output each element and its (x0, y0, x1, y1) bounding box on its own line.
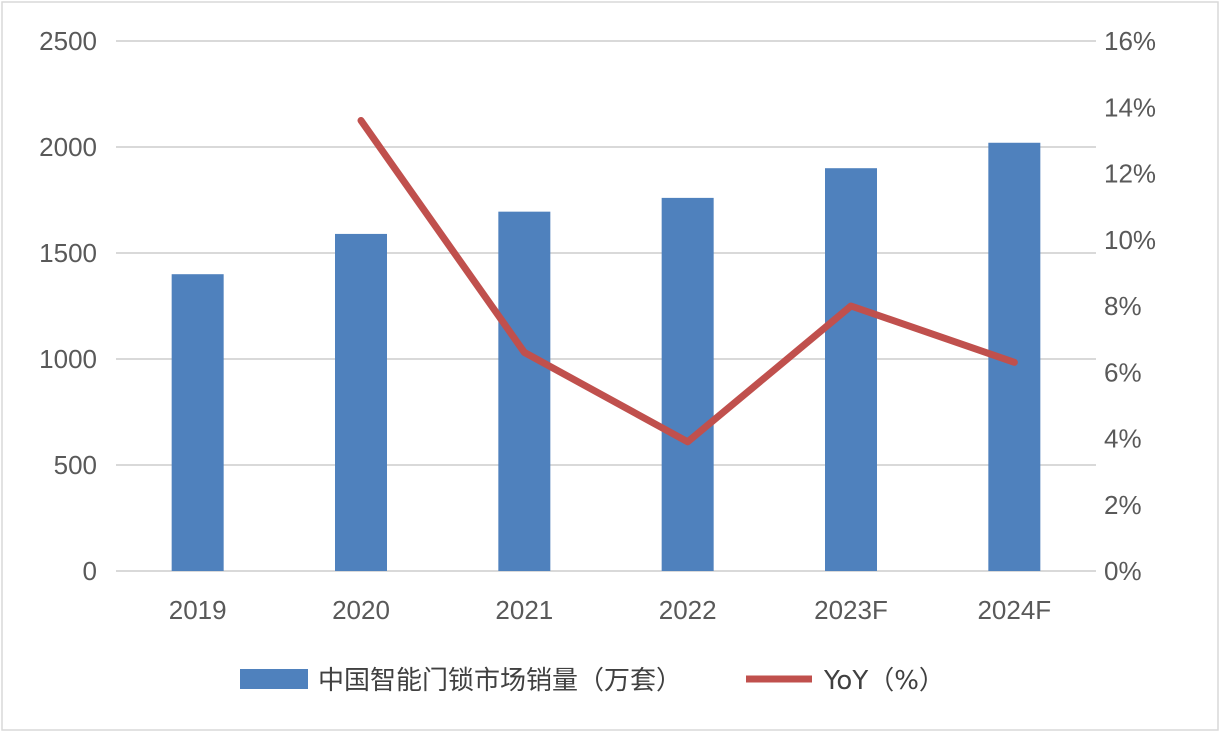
line-series (357, 117, 1018, 446)
right-axis-tick-label: 16% (1104, 26, 1156, 56)
x-axis-tick-label: 2023F (814, 595, 888, 625)
bar-series (171, 142, 1041, 572)
right-axis-tick-label: 8% (1104, 291, 1142, 321)
legend: 中国智能门锁市场销量（万套） YoY（%） (240, 666, 945, 696)
bar (661, 197, 714, 571)
bar (498, 211, 551, 571)
left-axis-tick-label: 1500 (39, 238, 97, 268)
legend-label-line: YoY（%） (823, 666, 945, 696)
x-axis-tick-label: 2021 (495, 595, 553, 625)
right-axis-tick-label: 10% (1104, 225, 1156, 255)
left-axis-tick-label: 500 (54, 450, 97, 480)
x-axis-tick-label: 2020 (332, 595, 390, 625)
legend-label-bar: 中国智能门锁市场销量（万套） (318, 666, 682, 696)
left-axis-tick-label: 1000 (39, 344, 97, 374)
x-axis-tick-label: 2022 (659, 595, 717, 625)
bar (335, 233, 387, 572)
legend-swatch-bar (240, 669, 308, 689)
right-axis-tick-label: 14% (1104, 92, 1156, 122)
right-axis-tick-label: 12% (1104, 159, 1156, 189)
right-axis-ticks: 0% 2% 4% 6% 8% 10% 12% 14% 16% (1104, 26, 1156, 586)
right-axis-tick-label: 6% (1104, 357, 1142, 387)
right-axis-tick-label: 2% (1104, 490, 1142, 520)
left-axis-tick-label: 2500 (39, 26, 97, 56)
x-axis-tick-label: 2019 (169, 595, 227, 625)
x-axis-tick-label: 2024F (977, 595, 1051, 625)
left-axis-tick-label: 2000 (39, 132, 97, 162)
left-axis-tick-label: 0 (83, 556, 97, 586)
bar (825, 168, 877, 571)
x-axis-ticks: 2019 2020 2021 2022 2023F 2024F (169, 595, 1051, 625)
gridlines (116, 40, 1096, 572)
right-axis-tick-label: 0% (1104, 556, 1142, 586)
bar (171, 274, 224, 571)
line-path (357, 117, 1018, 446)
right-axis-tick-label: 4% (1104, 424, 1142, 454)
left-axis-ticks: 0 500 1000 1500 2000 2500 (39, 26, 97, 586)
